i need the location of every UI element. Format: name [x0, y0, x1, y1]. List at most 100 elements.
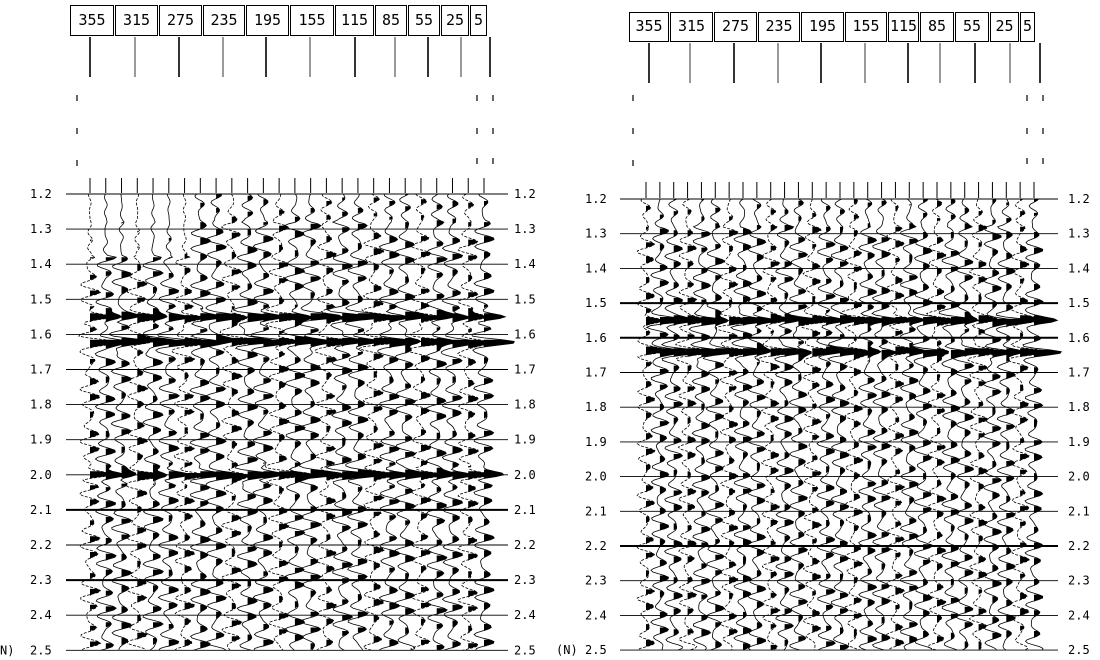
offset-header-box [335, 5, 374, 36]
trace-fill [840, 209, 869, 651]
trace-wiggle [675, 198, 718, 651]
trace-fill [90, 239, 118, 647]
trace-wiggle [314, 193, 357, 651]
seismic-trace [858, 198, 888, 651]
seismic-trace [702, 198, 742, 651]
trace-wiggle [786, 198, 824, 651]
offset-header-box [70, 5, 114, 36]
time-label-right: 1.4 [514, 257, 536, 271]
trace-fill [784, 209, 809, 647]
offset-header-box [375, 5, 407, 36]
time-label-right: 2.5 [1068, 643, 1090, 657]
seismic-trace [205, 193, 245, 651]
time-label-left: 1.3 [30, 222, 52, 236]
offset-header-box [408, 5, 440, 36]
offset-header-box [801, 12, 844, 42]
seismic-trace [816, 198, 850, 651]
trace-fill [715, 207, 741, 649]
offset-label: 315 [678, 17, 705, 35]
trace-wiggle [952, 198, 991, 651]
trace-wiggle [232, 193, 281, 651]
time-label-left: 1.7 [585, 366, 607, 380]
header-speck [1042, 128, 1044, 134]
trace-wiggle [645, 198, 690, 651]
time-label-left: 1.6 [30, 327, 52, 341]
time-label-right: 1.3 [1068, 227, 1090, 241]
time-label-left: 2.5 [585, 643, 607, 657]
header-speck [1042, 95, 1044, 101]
seismic-trace [219, 193, 262, 651]
time-label-left: 2.1 [30, 503, 52, 517]
trace-fill [452, 201, 478, 649]
time-label-right: 1.7 [1068, 366, 1090, 380]
seismic-trace [756, 198, 801, 651]
time-label-right: 1.2 [514, 187, 536, 201]
trace-wiggle [219, 193, 262, 651]
offset-header-box [441, 5, 469, 36]
seismic-trace [78, 193, 119, 651]
trace-fill [105, 257, 128, 649]
time-label-left: 2.4 [30, 608, 52, 622]
seismic-trace [885, 198, 917, 651]
offset-label: 85 [382, 11, 400, 29]
trace-wiggle [885, 198, 917, 651]
trace-fill [1006, 202, 1033, 638]
time-label-right: 1.6 [514, 327, 536, 341]
trace-wiggle [840, 198, 885, 651]
time-label-right: 1.5 [1068, 296, 1090, 310]
header-speck [1026, 128, 1028, 134]
time-label-left: 1.8 [30, 398, 52, 412]
offset-label: 25 [995, 17, 1013, 35]
seismic-trace [912, 198, 950, 651]
seismic-trace [425, 193, 458, 651]
offset-header-box [888, 12, 919, 42]
seismic-trace [171, 193, 214, 651]
time-label-right: 2.4 [1068, 608, 1090, 622]
time-label-right: 1.2 [1068, 192, 1090, 206]
offset-header-box [670, 12, 713, 42]
seismic-panel-left: 355 315 275 235 195 155 115 85 55 25 5 1.2 1.2 1.3 1.3… [0, 5, 536, 657]
time-label-right: 1.7 [514, 363, 536, 377]
time-label-right: 1.9 [514, 433, 536, 447]
trace-fill [357, 208, 390, 633]
time-label-left: 1.8 [585, 400, 607, 414]
time-label-right: 1.6 [1068, 331, 1090, 345]
time-label-right: 2.2 [514, 538, 536, 552]
offset-header-box [159, 5, 202, 36]
trace-wiggle [471, 193, 515, 651]
header-speck [1026, 158, 1028, 164]
trace-wiggle [344, 193, 391, 651]
trace-fill [468, 202, 491, 649]
offset-header-box [920, 12, 954, 42]
trace-wiggle [730, 198, 772, 651]
trace-fill [184, 253, 214, 647]
time-label-right: 2.1 [1068, 504, 1090, 518]
header-speck [632, 160, 634, 166]
time-label-left: 1.5 [30, 292, 52, 306]
offset-header-box [246, 5, 289, 36]
time-label-left: 1.7 [30, 363, 52, 377]
header-speck [492, 128, 494, 134]
trace-wiggle [715, 198, 760, 651]
time-label-right: 1.3 [514, 222, 536, 236]
trace-fill [1034, 199, 1062, 638]
offset-label: 55 [963, 17, 981, 35]
offset-label: 235 [210, 11, 237, 29]
time-label-right: 2.1 [514, 503, 536, 517]
trace-wiggle [1006, 198, 1050, 651]
trace-fill [978, 211, 1004, 651]
time-label-left: 1.6 [585, 331, 607, 345]
offset-header-box [714, 12, 757, 42]
trace-wiggle [774, 198, 810, 651]
trace-wiggle [912, 198, 950, 651]
offset-header-box [470, 5, 487, 36]
trace-fill [121, 222, 151, 645]
trace-wiggle [107, 193, 153, 651]
trace-wiggle [938, 198, 981, 651]
time-label-right: 1.8 [514, 398, 536, 412]
header-speck [76, 95, 78, 101]
header-speck [76, 160, 78, 166]
seismic-trace [715, 198, 760, 651]
time-label-right: 2.3 [1068, 574, 1090, 588]
seismic-trace [296, 193, 343, 651]
